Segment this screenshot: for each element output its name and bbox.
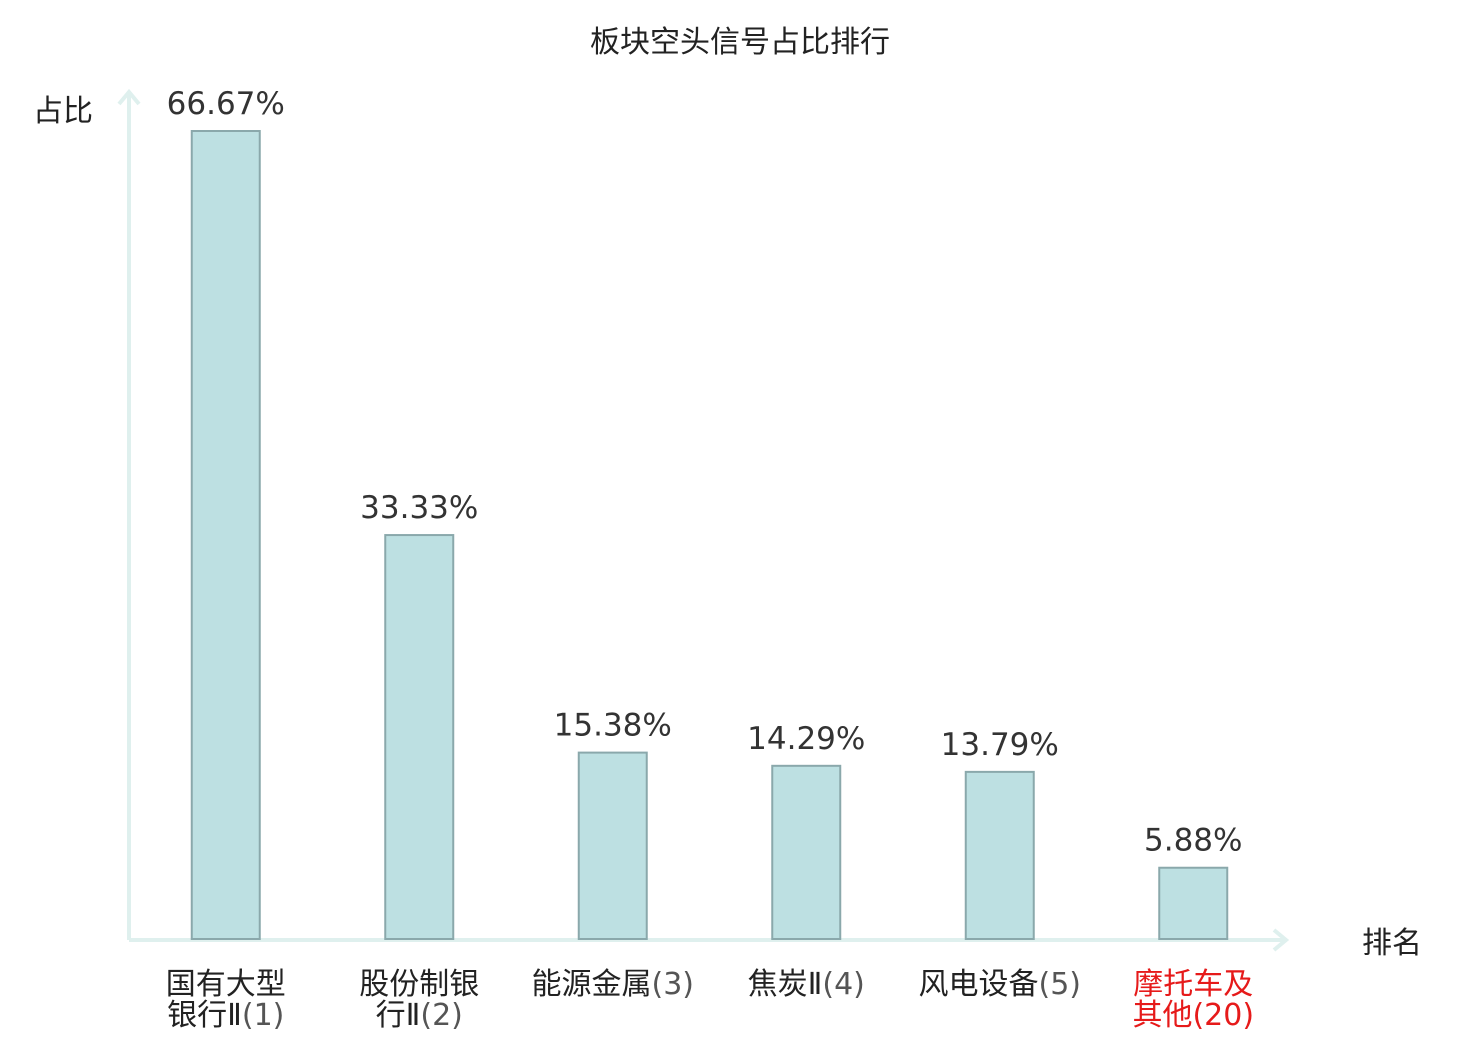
bar-2 — [384, 534, 455, 940]
x-axis-label: 排名 — [1362, 926, 1422, 961]
category-label-3: 能源金属(3) — [532, 967, 695, 1002]
bars-group — [190, 130, 1229, 941]
y-axis — [117, 88, 141, 940]
category-label-1: 国有大型银行Ⅱ(1) — [166, 967, 286, 1033]
value-label-3: 15.38% — [554, 708, 672, 744]
value-label-6: 5.88% — [1144, 823, 1242, 859]
y-axis-label: 占比 — [33, 94, 93, 129]
value-label-2: 33.33% — [360, 490, 478, 526]
value-label-4: 14.29% — [747, 721, 865, 757]
value-label-1: 66.67% — [167, 86, 285, 122]
bar-4 — [771, 764, 842, 940]
category-label-6: 摩托车及其他(20) — [1132, 967, 1254, 1033]
bar-3 — [577, 751, 648, 940]
category-label-4: 焦炭Ⅱ(4) — [748, 967, 865, 1002]
x-axis — [129, 928, 1290, 952]
bar-5 — [964, 770, 1035, 940]
category-label-5: 风电设备(5) — [919, 967, 1082, 1002]
bar-6 — [1158, 866, 1229, 941]
category-labels-group: 国有大型银行Ⅱ(1) 股份制银行Ⅱ(2) 能源金属(3) 焦炭Ⅱ(4) 风电设备(5) 摩… — [166, 967, 1254, 1033]
bar-1 — [190, 130, 261, 940]
chart-title: 板块空头信号占比排行 — [590, 25, 890, 60]
category-label-2: 股份制银行Ⅱ(2) — [359, 967, 479, 1033]
value-label-5: 13.79% — [941, 727, 1059, 763]
value-labels-group: 66.67% 33.33% 15.38% 14.29% 13.79% 5.88% — [167, 86, 1243, 859]
